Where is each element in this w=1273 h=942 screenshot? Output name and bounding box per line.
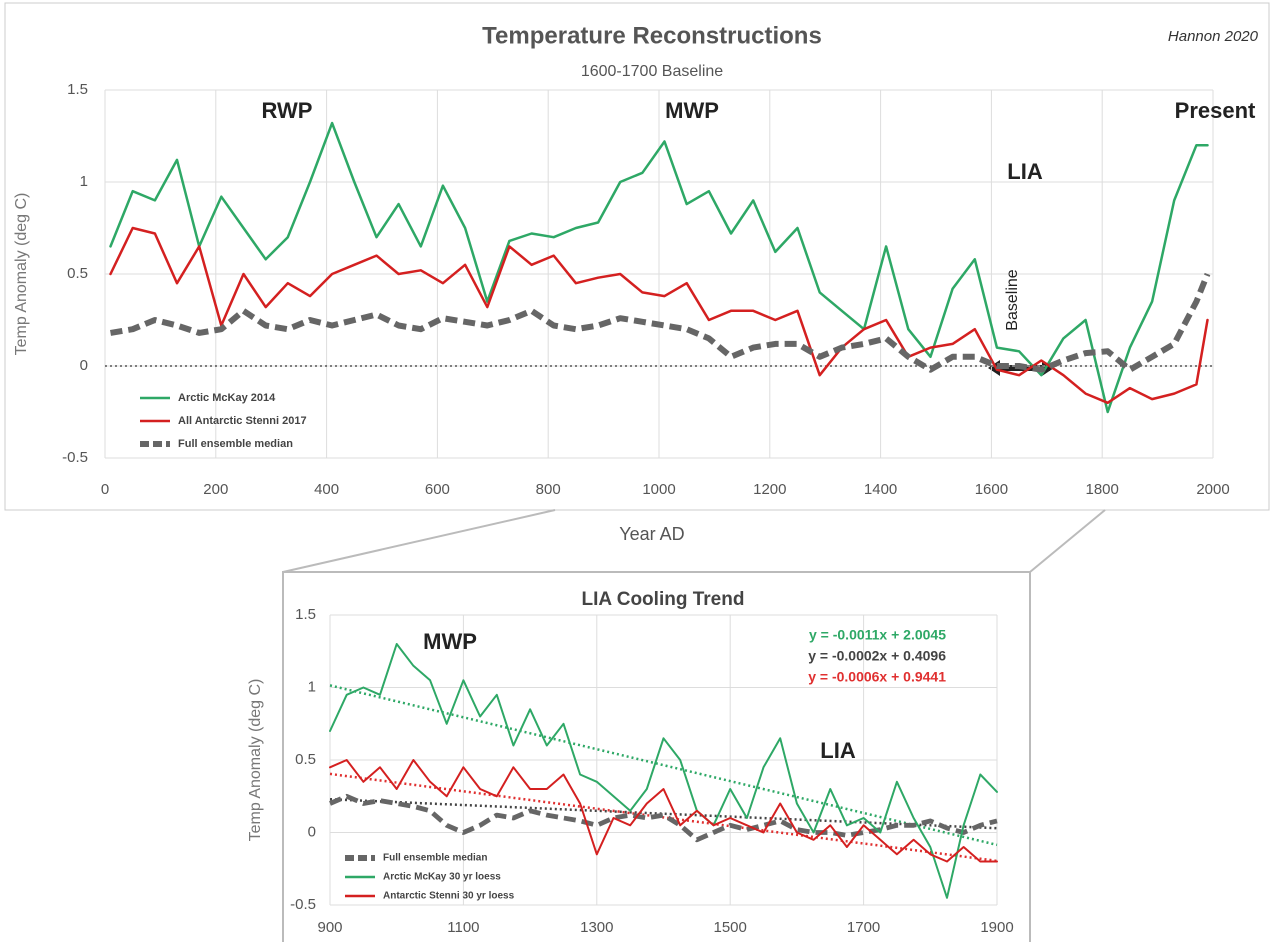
legend-label: Arctic McKay 30 yr loess xyxy=(383,872,501,883)
y-tick-label: 1 xyxy=(80,173,88,190)
annotation: MWP xyxy=(665,98,719,123)
x-tick-label: 0 xyxy=(101,481,109,498)
legend-label: All Antarctic Stenni 2017 xyxy=(178,415,307,427)
x-tick-label: 400 xyxy=(314,481,339,498)
annotation: MWP xyxy=(423,629,477,654)
trend-equation: y = -0.0002x + 0.4096 xyxy=(808,648,946,664)
credit: Hannon 2020 xyxy=(1168,28,1259,45)
legend-label: Antarctic Stenni 30 yr loess xyxy=(383,891,515,902)
legend-label: Full ensemble median xyxy=(383,853,487,864)
zoom-connector xyxy=(282,509,556,573)
annotation: LIA xyxy=(820,738,856,763)
trend-line xyxy=(329,797,998,830)
chart-title: Temperature Reconstructions xyxy=(482,22,822,49)
legend-label: Full ensemble median xyxy=(178,438,293,450)
y-tick-label: 1 xyxy=(308,678,316,695)
trend-line xyxy=(329,772,998,863)
y-tick-label: 0.5 xyxy=(67,265,88,282)
annotation: RWP xyxy=(262,98,313,123)
x-tick-label: 900 xyxy=(317,919,342,936)
y-axis-label: Temp Anomaly (deg C) xyxy=(13,193,30,356)
x-tick-label: 200 xyxy=(203,481,228,498)
x-tick-label: 1800 xyxy=(1086,481,1119,498)
y-tick-label: 0 xyxy=(80,357,88,374)
y-tick-label: -0.5 xyxy=(290,896,316,913)
x-tick-label: 1000 xyxy=(642,481,675,498)
x-tick-label: 1600 xyxy=(975,481,1008,498)
zoom-connector xyxy=(1029,509,1106,573)
x-tick-label: 1300 xyxy=(580,919,613,936)
legend-label: Arctic McKay 2014 xyxy=(178,392,276,404)
y-tick-label: 1.5 xyxy=(295,606,316,623)
x-axis-label: Year AD xyxy=(619,524,684,544)
x-tick-label: 800 xyxy=(536,481,561,498)
x-tick-label: 1900 xyxy=(980,919,1013,936)
x-tick-label: 1200 xyxy=(753,481,786,498)
y-tick-label: 0.5 xyxy=(295,751,316,768)
x-tick-label: 1100 xyxy=(447,919,479,936)
annotation: Baseline xyxy=(1004,269,1021,330)
annotation: Present xyxy=(1175,98,1256,123)
chart-subtitle: 1600-1700 Baseline xyxy=(581,63,723,80)
trend-equation: y = -0.0006x + 0.9441 xyxy=(808,669,946,685)
y-tick-label: 1.5 xyxy=(67,81,88,98)
y-tick-label: -0.5 xyxy=(62,449,88,466)
y-axis-label: Temp Anomaly (deg C) xyxy=(247,679,264,842)
series-line xyxy=(110,272,1211,373)
series-line xyxy=(329,793,998,843)
x-tick-label: 600 xyxy=(425,481,450,498)
x-tick-label: 1400 xyxy=(864,481,897,498)
annotation: LIA xyxy=(1007,159,1043,184)
x-tick-label: 1500 xyxy=(714,919,747,936)
series-line xyxy=(329,759,998,863)
series-line xyxy=(109,226,1209,405)
trend-equation: y = -0.0011x + 2.0045 xyxy=(809,627,946,643)
series-line xyxy=(329,643,998,899)
x-tick-label: 1700 xyxy=(847,919,880,936)
chart-title: LIA Cooling Trend xyxy=(582,589,745,610)
x-tick-label: 2000 xyxy=(1196,481,1229,498)
y-tick-label: 0 xyxy=(308,823,316,840)
